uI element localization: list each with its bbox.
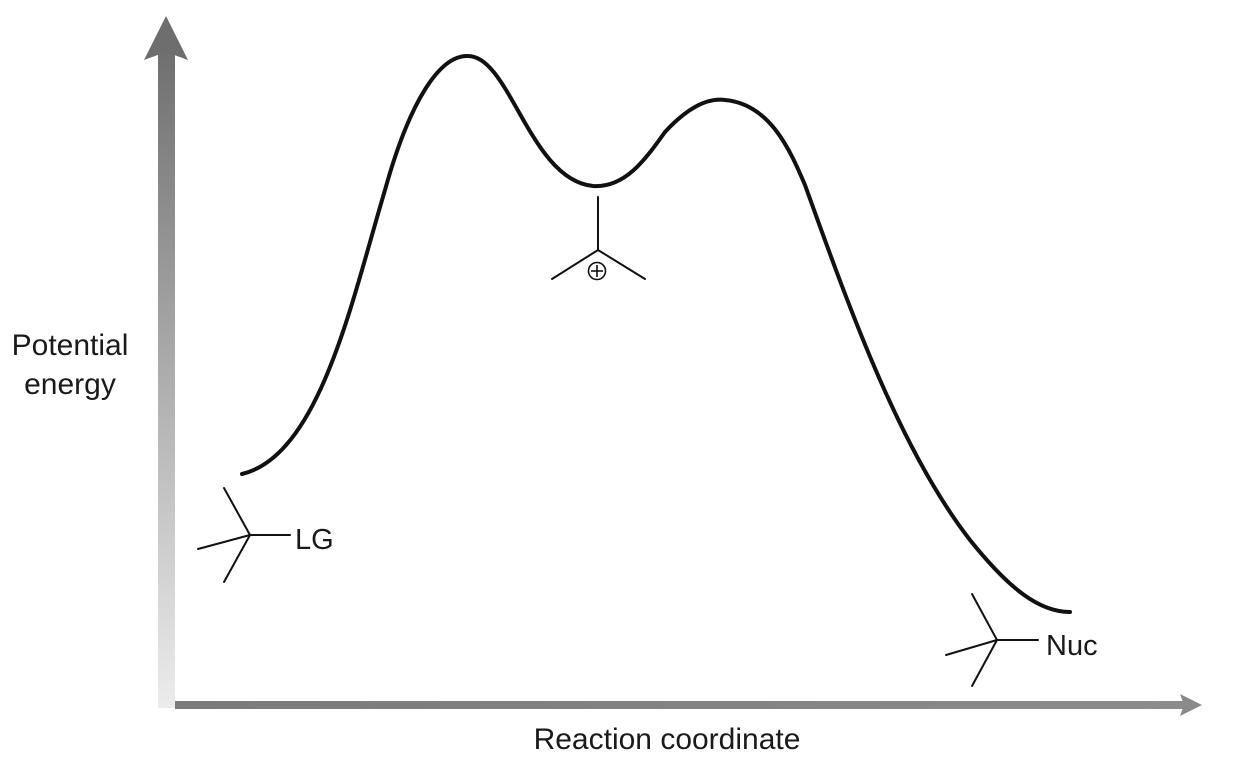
y-axis-label-line2: energy: [24, 368, 116, 401]
product-bond-left: [945, 639, 998, 656]
positive-charge-icon: [587, 261, 607, 281]
y-axis: [144, 16, 188, 708]
product-bond-up: [971, 593, 998, 641]
reactant-bond-left: [197, 534, 251, 550]
carbocation-intermediate: [551, 196, 646, 281]
y-axis-shaft: [158, 50, 175, 708]
reactant-molecule: LG: [197, 487, 334, 583]
leaving-group-label: LG: [295, 524, 334, 556]
product-bond-down: [971, 639, 998, 687]
x-axis: [175, 694, 1202, 716]
product-molecule: Nuc: [945, 593, 1098, 687]
y-axis-label-line1: Potential: [12, 329, 129, 362]
cation-bond-left: [551, 249, 599, 280]
x-axis-arrowhead: [1180, 694, 1202, 716]
reactant-bond-down: [223, 534, 251, 583]
reactant-bond-up: [223, 487, 251, 536]
y-axis-arrowhead: [144, 16, 188, 60]
energy-curve: [240, 53, 1072, 614]
x-axis-label: Reaction coordinate: [534, 723, 801, 756]
cation-bond-right: [597, 249, 646, 280]
x-axis-shaft: [175, 701, 1187, 709]
nucleophile-label: Nuc: [1046, 630, 1098, 662]
